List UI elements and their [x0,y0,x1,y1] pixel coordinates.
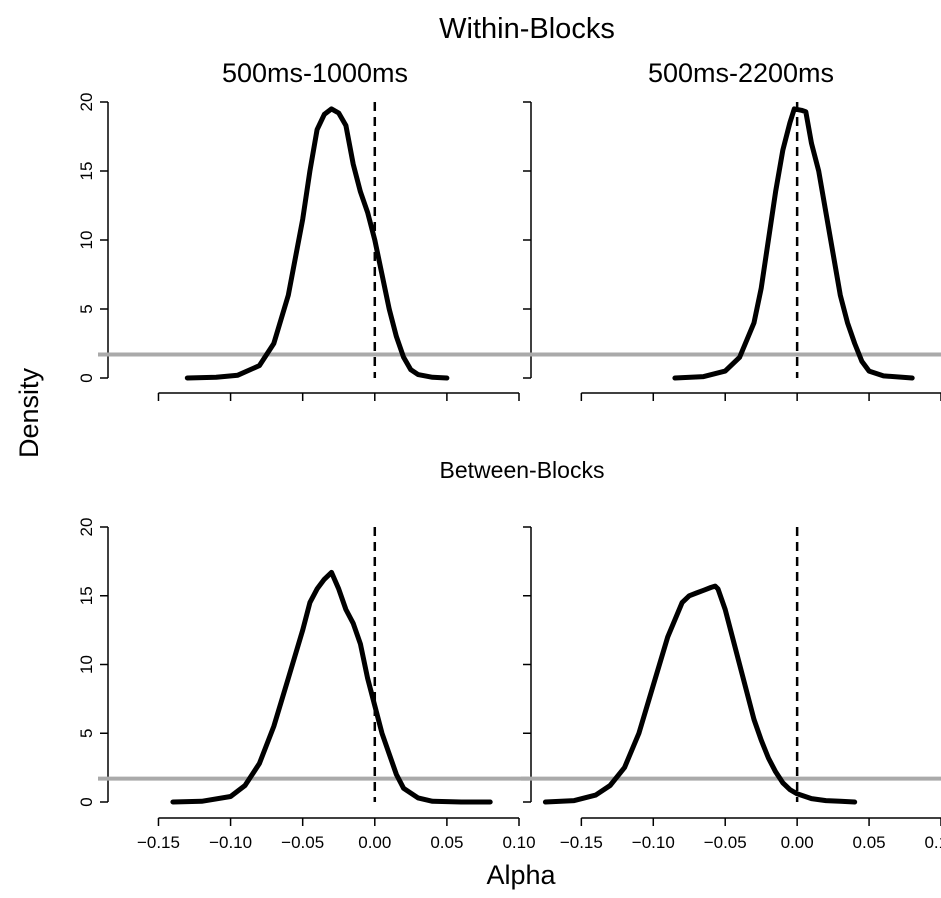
figure-title: Within-Blocks [439,13,615,45]
panel-2 [521,101,941,401]
panel-3: 0 5 10 15 20 −0.15 −0.10 −0.05 0.00 0.05 0.10 [77,518,536,852]
density-curve [170,569,493,805]
y-tick-label: 10 [77,231,96,250]
y-tick-label: 0 [77,797,96,806]
x-tick-label: 0.00 [358,833,391,852]
x-tick-label: 0.10 [502,833,535,852]
y-tick-label: 0 [77,373,96,382]
y-tick-label: 15 [77,586,96,605]
density-curve [184,106,450,381]
x-tick-label: 0.10 [924,833,941,852]
x-tick-label: −0.05 [704,833,747,852]
section-title-between: Between-Blocks [440,457,605,483]
x-tick-label: 0.00 [781,833,814,852]
y-tick-label: 5 [77,304,96,313]
x-tick-label: −0.10 [209,833,252,852]
x-tick-label: −0.15 [560,833,603,852]
column-title-right: 500ms-2200ms [648,58,834,88]
column-title-left: 500ms-1000ms [222,58,408,88]
y-tick-label: 20 [77,518,96,537]
panel-1: 0 5 10 15 20 [77,93,529,401]
x-tick-label: −0.10 [632,833,675,852]
y-tick-label: 5 [77,729,96,738]
x-tick-label: 0.05 [430,833,463,852]
x-tick-label: −0.15 [137,833,180,852]
x-axis-label: Alpha [486,860,556,890]
y-tick-label: 15 [77,162,96,181]
x-tick-label: 0.05 [853,833,886,852]
y-tick-label: 10 [77,655,96,674]
density-curve [672,106,915,381]
y-tick-label: 20 [77,93,96,112]
panel-4: −0.15 −0.10 −0.05 0.00 0.05 0.10 [521,526,941,852]
y-axis-label: Density [14,367,44,458]
density-curve [542,583,858,805]
x-tick-label: −0.05 [281,833,324,852]
